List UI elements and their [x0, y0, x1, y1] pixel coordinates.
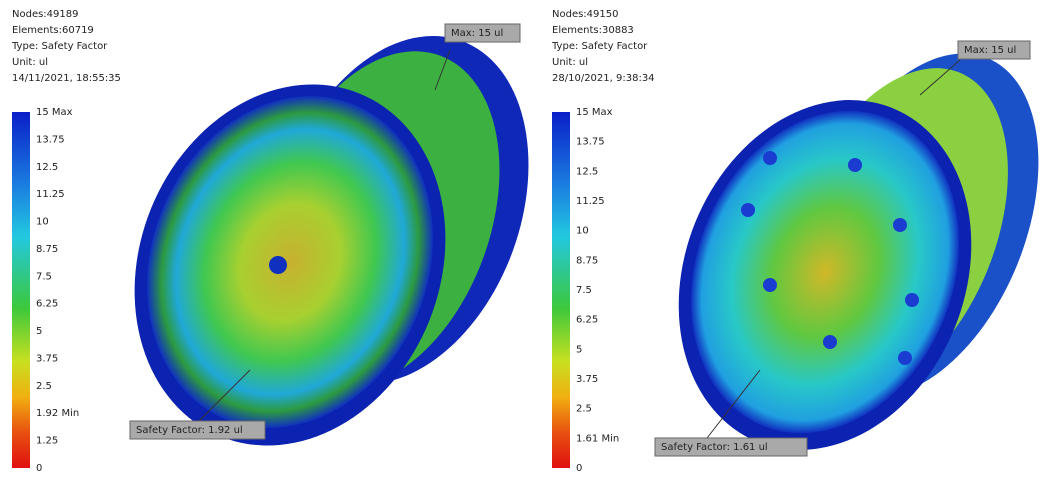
legend-label: 5	[36, 326, 42, 337]
info-line: Nodes:49189	[12, 9, 79, 20]
model-right	[628, 19, 1044, 477]
legend-label: 13.75	[576, 137, 605, 148]
info-line: Unit: ul	[552, 57, 588, 68]
legend-bar	[12, 112, 30, 468]
info-line: 28/10/2021, 9:38:34	[552, 73, 655, 84]
legend-label: 15 Max	[36, 107, 73, 118]
legend-label: 0	[36, 463, 42, 474]
callout-text: Safety Factor: 1.92 ul	[136, 425, 243, 436]
legend-label: 11.25	[36, 189, 65, 200]
legend-label: 8.75	[576, 255, 598, 266]
legend-label: 12.5	[36, 162, 58, 173]
legend-label: 1.61 Min	[576, 433, 619, 444]
legend-label: 5	[576, 344, 582, 355]
legend-label: 0	[576, 463, 582, 474]
legend-label: 8.75	[36, 244, 58, 255]
legend-label: 11.25	[576, 196, 605, 207]
legend-label: 7.5	[36, 271, 52, 282]
info-line: Unit: ul	[12, 57, 48, 68]
info-line: Type: Safety Factor	[551, 41, 648, 52]
callout-text: Safety Factor: 1.61 ul	[661, 442, 768, 453]
info-line: 14/11/2021, 18:55:35	[12, 73, 121, 84]
legend-label: 12.5	[576, 166, 598, 177]
model-left	[82, 0, 575, 477]
legend-label: 7.5	[576, 285, 592, 296]
legend-label: 15 Max	[576, 107, 613, 118]
info-line: Nodes:49150	[552, 9, 619, 20]
legend-label: 10	[36, 217, 49, 228]
callout-text: Max: 15 ul	[451, 28, 503, 39]
legend-label: 2.5	[36, 381, 52, 392]
info-line: Elements:30883	[552, 25, 634, 36]
legend-label: 3.75	[576, 374, 598, 385]
legend-label: 6.25	[36, 299, 58, 310]
callout-text: Max: 15 ul	[964, 45, 1016, 56]
legend-label: 1.25	[36, 436, 58, 447]
info-line: Elements:60719	[12, 25, 94, 36]
screenshot: Nodes:49189 Elements:60719 Type: Safety Fa…	[0, 0, 1044, 477]
legend-bar	[552, 112, 570, 468]
legend-label: 10	[576, 226, 589, 237]
legend-label: 13.75	[36, 134, 65, 145]
info-line: Type: Safety Factor	[11, 41, 108, 52]
legend-label: 1.92 Min	[36, 408, 79, 419]
legend-label: 6.25	[576, 315, 598, 326]
legend-label: 3.75	[36, 353, 58, 364]
legend-label: 2.5	[576, 404, 592, 415]
